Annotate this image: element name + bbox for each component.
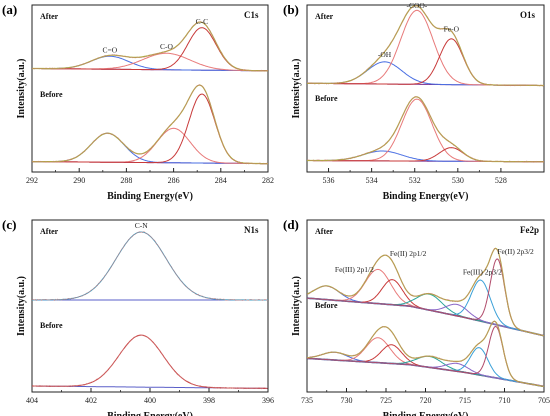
element-label: Fe2p [520,225,539,235]
peak-annotation: C-C [196,17,209,26]
x-axis-label: Binding Energy(eV) [383,191,469,202]
panel-frame [31,4,269,173]
x-tick-label: 292 [26,176,38,185]
peak-annotation: -OH [378,50,392,59]
before-raw-data-line [307,321,544,387]
x-tick-label: 398 [203,396,215,405]
peak-annotation: C-O [160,42,174,51]
peak-annotation: Fe(II) 2p3/2 [497,247,534,256]
after-envelope-line [307,5,544,87]
x-tick-label: 402 [85,396,97,405]
panel-frame [306,4,545,173]
element-label: N1s [244,225,259,235]
plot-area [32,231,268,390]
after-peak--coo- [307,9,544,86]
x-tick-label: 725 [380,396,392,405]
peak-annotation: Fe(II) 2p1/2 [390,249,427,258]
x-tick-label: 400 [144,396,156,405]
x-tick-label: 715 [459,396,471,405]
x-tick-label: 532 [409,176,421,185]
x-tick-label: 730 [341,396,353,405]
after-label: After [40,12,59,21]
y-axis-label: Intensity(a.u.) [16,58,27,118]
after-peak-fe-o [307,38,544,86]
after-label: After [315,12,334,21]
x-tick-label: 534 [366,176,378,185]
x-tick-label: 286 [168,176,180,185]
panel-label: (a) [2,2,17,17]
panel-label: (d) [283,217,299,232]
element-label: C1s [244,10,259,20]
before-background-line [307,357,544,388]
y-axis-label: Intensity(a.u.) [291,58,302,118]
x-tick-label: 530 [452,176,464,185]
x-tick-label: 282 [262,176,274,185]
panel-label: (b) [283,2,299,17]
before-envelope-line [32,84,268,165]
after-background-line [307,297,544,337]
after-envelope-line [307,247,544,337]
x-tick-label: 710 [499,396,511,405]
before-peak-fe-iii-2p1-2 [307,337,544,387]
x-tick-label: 735 [301,396,313,405]
after-peak-fe-iii-2p1-2 [307,268,544,337]
x-tick-label: 404 [26,396,38,405]
peak-annotation: -COO- [406,1,427,10]
before-peak--coo- [307,98,544,163]
peak-annotation: C=O [103,45,118,54]
before-label: Before [315,94,338,103]
x-axis-label: Binding Energy(eV) [383,411,469,416]
peak-annotation: Fe(III) 2p1/2 [335,265,374,274]
panel-d: 735 730 725 720 715 710 705 Binding Energy(eV) I… [283,217,550,416]
panel-label: (c) [2,217,16,232]
plot-area [307,247,544,388]
after-peak-c-c [32,27,268,72]
before-label: Before [40,321,63,330]
x-tick-label: 290 [73,176,85,185]
x-tick-label: 536 [323,176,335,185]
after-peak-c-n [32,231,268,301]
before-peak-sat-3 [307,357,544,387]
before-envelope-line [307,320,544,387]
x-tick-label: 528 [495,176,507,185]
element-label: O1s [520,10,536,20]
y-axis-label: Intensity(a.u.) [291,276,302,336]
panel-a: 292 290 288 286 284 282 Binding Energy(eV) Inte… [2,2,274,202]
before-label: Before [40,90,63,99]
panel-b: 536 534 532 530 528 Binding Energy(eV) Intensi… [283,1,545,202]
panel-frame [31,219,269,393]
x-tick-label: 284 [215,176,227,185]
x-axis-label: Binding Energy(eV) [107,411,193,416]
after-peak-sat-3 [307,297,544,337]
x-axis-label: Binding Energy(eV) [107,191,193,202]
peak-annotation: Fe(III) 2p3/2 [463,267,502,276]
after-label: After [315,227,334,236]
plot-area [32,21,268,165]
before-peak-c-n [32,334,268,389]
before-peak-c-c [32,93,268,165]
after-raw-data-line [32,21,268,72]
after-raw-data-line [32,231,268,302]
after-label: After [40,227,59,236]
x-tick-label: 720 [420,396,432,405]
y-axis-label: Intensity(a.u.) [16,276,27,336]
plot-area [307,5,544,163]
x-tick-label: 396 [262,396,274,405]
before-label: Before [315,301,338,310]
peak-annotation: Fe-O [444,25,460,34]
after-raw-data-line [307,5,544,87]
x-tick-label: 288 [120,176,132,185]
before-raw-data-line [32,334,268,390]
peak-annotation: C-N [135,221,149,230]
x-tick-label: 705 [538,396,550,405]
before-raw-data-line [307,96,544,163]
after-envelope-line [32,21,268,72]
panel-c: 404 402 400 398 396 Binding Energy(eV) Intensi… [2,217,274,416]
before-raw-data-line [32,84,268,165]
after-raw-data-line [307,248,544,337]
